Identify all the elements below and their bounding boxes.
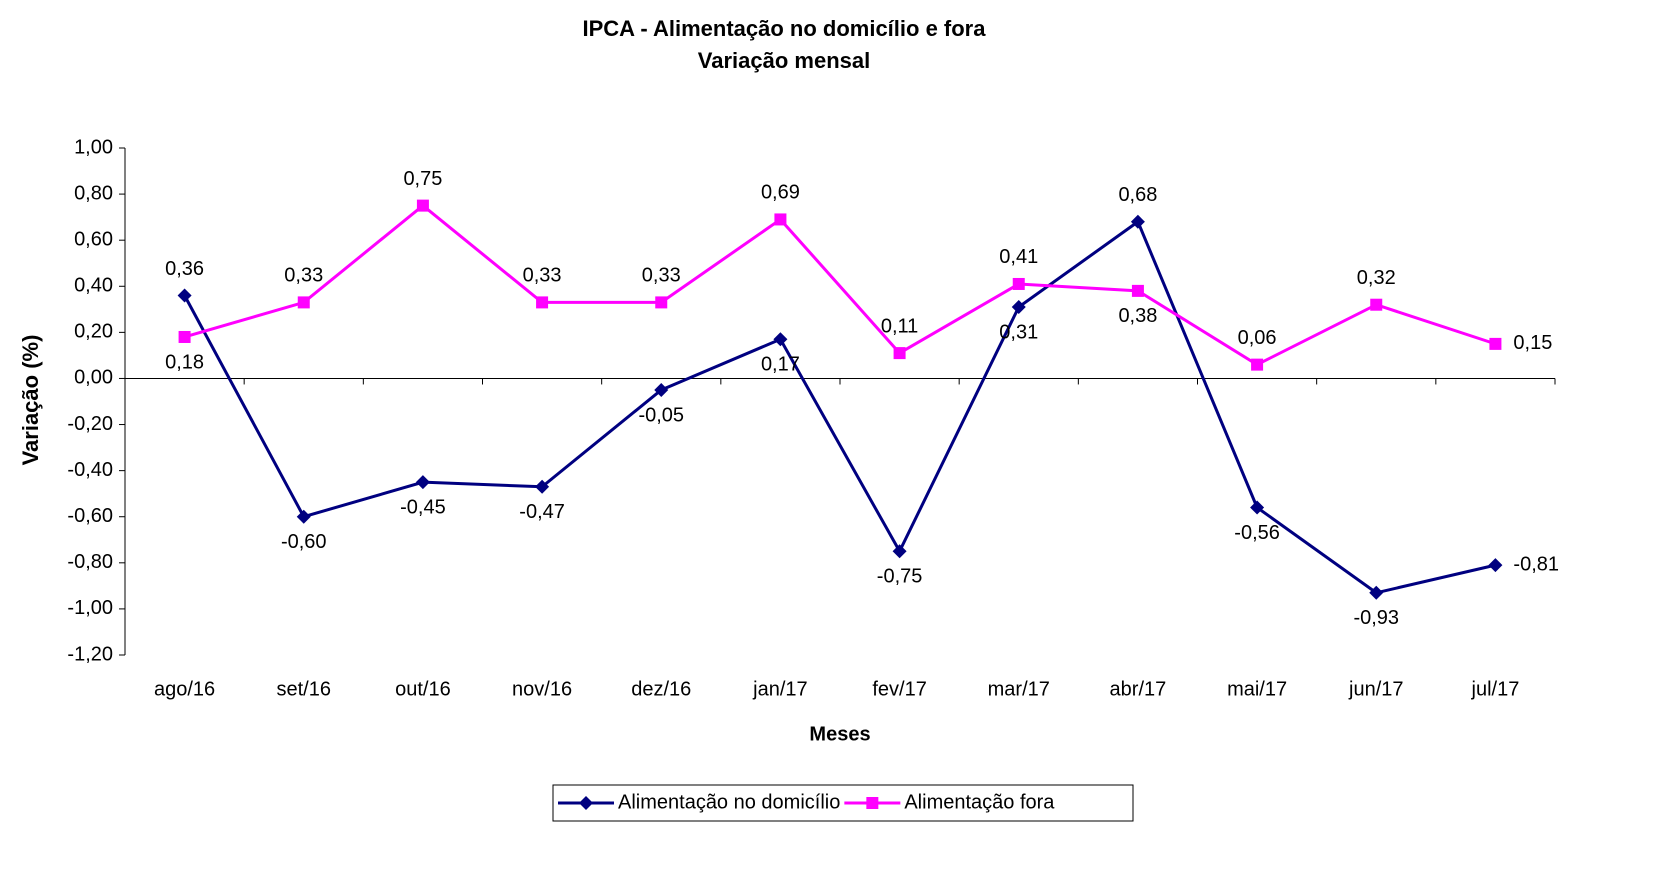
data-point xyxy=(177,288,192,303)
y-tick-label: -0,40 xyxy=(67,459,113,481)
x-tick-label: nov/16 xyxy=(512,678,572,700)
data-point xyxy=(178,330,191,343)
data-label: -0,45 xyxy=(400,496,446,518)
data-label: 0,38 xyxy=(1118,305,1157,327)
legend-box xyxy=(552,784,1134,822)
data-label: 0,41 xyxy=(999,246,1038,268)
data-label: 0,36 xyxy=(165,258,204,280)
data-point xyxy=(535,479,550,494)
data-point xyxy=(773,332,788,347)
data-label: 0,33 xyxy=(284,265,323,287)
data-point xyxy=(1488,558,1503,573)
data-label: -0,05 xyxy=(638,404,684,426)
chart-subtitle: Variação mensal xyxy=(698,48,870,73)
data-point xyxy=(1370,298,1383,311)
data-label: 0,31 xyxy=(999,321,1038,343)
data-label: 0,17 xyxy=(761,354,800,376)
x-axis-title: Meses xyxy=(809,723,870,745)
data-point xyxy=(1131,284,1144,297)
data-label: 0,18 xyxy=(165,351,204,373)
data-point xyxy=(1012,277,1025,290)
data-point xyxy=(1250,500,1265,515)
data-label: 0,11 xyxy=(881,315,918,337)
data-point xyxy=(1011,300,1026,315)
data-label: 0,33 xyxy=(642,265,681,287)
x-tick-label: jan/17 xyxy=(752,678,808,700)
series-line xyxy=(184,203,1496,367)
y-tick-label: 0,00 xyxy=(74,367,113,389)
y-axis-title: Variação (%) xyxy=(18,335,43,466)
x-tick-label: mai/17 xyxy=(1227,678,1287,700)
x-tick-label: mar/17 xyxy=(988,678,1050,700)
data-label: -0,47 xyxy=(519,501,565,523)
data-label: -0,81 xyxy=(1513,553,1559,575)
data-label: 0,06 xyxy=(1238,327,1277,349)
data-point xyxy=(415,475,430,490)
series-line xyxy=(183,219,1496,595)
data-point xyxy=(1369,585,1384,600)
data-point xyxy=(296,509,311,524)
y-tick-label: -0,20 xyxy=(67,413,113,435)
y-tick-label: 0,80 xyxy=(74,182,113,204)
legend-label: Alimentação fora xyxy=(904,791,1055,813)
x-tick-label: jul/17 xyxy=(1471,678,1520,700)
legend-marker xyxy=(579,796,593,810)
x-tick-label: dez/16 xyxy=(631,678,691,700)
y-tick-label: -1,00 xyxy=(67,597,113,619)
data-label: 0,69 xyxy=(761,182,800,204)
chart-title: IPCA - Alimentação no domicílio e fora xyxy=(583,16,987,41)
data-point xyxy=(297,296,310,309)
y-tick-label: 0,20 xyxy=(74,321,113,343)
data-point xyxy=(1251,358,1264,371)
y-tick-label: 1,00 xyxy=(74,136,113,158)
data-point xyxy=(416,199,429,212)
y-tick-label: -0,80 xyxy=(67,551,113,573)
data-point xyxy=(1130,214,1145,229)
data-point xyxy=(1489,337,1502,350)
y-tick-label: -0,60 xyxy=(67,505,113,527)
data-point xyxy=(893,347,906,360)
data-point xyxy=(774,213,787,226)
data-label: 0,32 xyxy=(1357,267,1396,289)
legend-label: Alimentação no domicílio xyxy=(618,791,840,813)
data-label: 0,75 xyxy=(403,168,442,190)
data-label: 0,68 xyxy=(1118,184,1157,206)
x-tick-label: ago/16 xyxy=(154,678,215,700)
x-tick-label: jun/17 xyxy=(1348,678,1404,700)
data-point xyxy=(654,382,669,397)
y-tick-label: 0,40 xyxy=(74,275,113,297)
data-label: -0,60 xyxy=(281,531,327,553)
data-point xyxy=(536,296,549,309)
x-tick-label: set/16 xyxy=(277,678,331,700)
data-label: 0,33 xyxy=(523,265,562,287)
data-point xyxy=(892,544,907,559)
data-label: -0,75 xyxy=(877,566,923,588)
data-label: 0,15 xyxy=(1513,332,1552,354)
y-tick-label: -1,20 xyxy=(67,643,113,665)
x-tick-label: fev/17 xyxy=(872,678,926,700)
data-label: -0,56 xyxy=(1234,522,1280,544)
data-point xyxy=(655,296,668,309)
legend-marker xyxy=(866,797,879,809)
x-tick-label: out/16 xyxy=(395,678,451,700)
data-label: -0,93 xyxy=(1353,607,1399,629)
y-tick-label: 0,60 xyxy=(74,228,113,250)
x-tick-label: abr/17 xyxy=(1110,678,1167,700)
